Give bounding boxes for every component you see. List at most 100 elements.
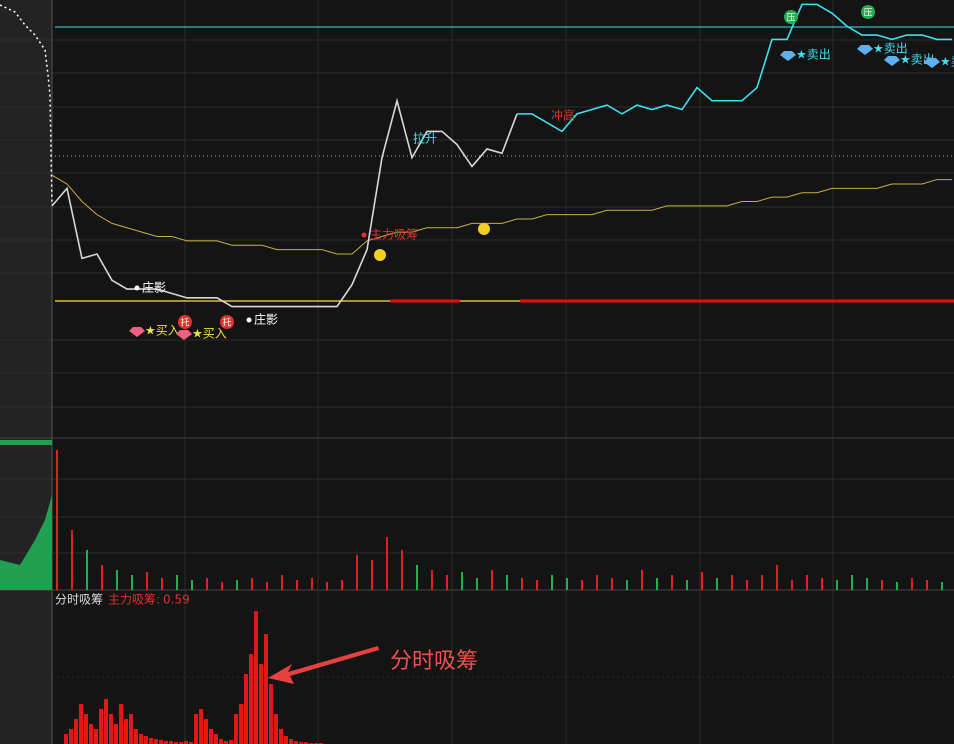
volume-bar — [71, 530, 73, 590]
indicator-title: 分时吸筹 — [55, 593, 103, 607]
volume-bar — [491, 570, 493, 590]
left-mini-chart — [0, 4, 53, 590]
volume-bar — [311, 578, 313, 590]
indicator-bar — [219, 739, 223, 744]
volume-bar — [206, 578, 208, 590]
indicator-bar — [244, 674, 248, 744]
volume-bar — [461, 572, 463, 590]
volume-bar — [581, 580, 583, 590]
volume-bar — [101, 565, 103, 590]
annotation: 庄影 — [254, 312, 278, 327]
badge-label: 托 — [180, 317, 189, 329]
indicator-bar — [284, 736, 288, 744]
volume-bar — [221, 582, 223, 590]
volume-bar — [791, 580, 793, 590]
indicator-bar — [154, 739, 158, 744]
indicator-bar — [229, 740, 233, 744]
volume-bar — [731, 575, 733, 590]
volume-bar — [506, 575, 508, 590]
volume-bar — [341, 580, 343, 590]
volume-bar — [641, 570, 643, 590]
volume-bar — [251, 578, 253, 590]
volume-bar — [596, 575, 598, 590]
indicator-bar — [134, 729, 138, 744]
indicator-bar — [64, 734, 68, 744]
indicator-bar — [299, 742, 303, 744]
volume-bar — [401, 550, 403, 590]
indicator-label: 主力吸筹: — [108, 593, 160, 607]
indicator-bar — [144, 736, 148, 744]
volume-bar — [476, 578, 478, 590]
indicator-bar — [184, 741, 188, 744]
volume-bar — [776, 565, 778, 590]
diamond-icon — [857, 45, 873, 55]
indicator-bar — [79, 704, 83, 744]
volume-bar — [866, 578, 868, 590]
badge-label: 托 — [222, 317, 231, 329]
badge-label: 压 — [863, 8, 872, 19]
annotation: 庄影 — [142, 280, 166, 295]
volume-bar — [446, 575, 448, 590]
volume-bar — [836, 580, 838, 590]
indicator-bar — [209, 729, 213, 744]
volume-bar — [191, 580, 193, 590]
volume-bar — [821, 578, 823, 590]
price-line — [51, 174, 952, 255]
callout-arrow — [268, 646, 379, 684]
indicator-bar — [199, 709, 203, 744]
volume-bar — [296, 580, 298, 590]
volume-bar — [941, 582, 943, 590]
volume-bar — [611, 578, 613, 590]
indicator-bar — [189, 742, 193, 744]
volume-bar — [146, 572, 148, 590]
indicator-bar — [239, 704, 243, 744]
volume-bar — [176, 575, 178, 590]
indicator-bar — [114, 724, 118, 744]
indicator-bar — [254, 611, 258, 744]
badge — [220, 315, 234, 329]
indicator-bar — [139, 734, 143, 744]
volume-bar — [566, 578, 568, 590]
indicator-bar — [169, 741, 173, 744]
volume-bar — [521, 578, 523, 590]
indicator-bar — [124, 719, 128, 744]
left-panel — [0, 0, 52, 744]
badge-label: 压 — [786, 13, 795, 24]
marker-dot — [134, 285, 140, 291]
annotation: ★卖出 — [873, 42, 908, 56]
diamond-icon — [176, 330, 192, 340]
indicator-bar — [149, 738, 153, 744]
indicator-bar — [174, 742, 178, 744]
volume-bar — [911, 578, 913, 590]
annotation: 主力吸筹 — [370, 228, 418, 242]
indicator-bar — [159, 740, 163, 744]
annotation: 拉升 — [413, 131, 437, 146]
indicator-bar — [99, 709, 103, 744]
indicator-bar — [269, 684, 273, 744]
price-line — [51, 97, 518, 308]
volume-bar — [626, 580, 628, 590]
diamond-icon — [129, 327, 145, 337]
volume-bar — [86, 550, 88, 590]
indicator-bar — [109, 714, 113, 744]
volume-bar — [326, 582, 328, 590]
indicator-bar — [89, 724, 93, 744]
volume-bar — [386, 537, 388, 590]
annotation: ★卖出 — [796, 48, 831, 62]
volume-bar — [266, 582, 268, 590]
indicator-bar — [69, 729, 73, 744]
smiley — [478, 223, 490, 235]
volume-bar — [896, 582, 898, 590]
volume-bar — [671, 575, 673, 590]
indicator-bar — [94, 729, 98, 744]
indicator-bar — [84, 714, 88, 744]
indicator-bar — [234, 714, 238, 744]
volume-bar — [761, 575, 763, 590]
volume-bar — [656, 578, 658, 590]
indicator-bar — [164, 741, 168, 744]
annotation: 冲高 — [551, 108, 575, 123]
volume-bar — [686, 580, 688, 590]
diamond-icon — [884, 56, 900, 66]
